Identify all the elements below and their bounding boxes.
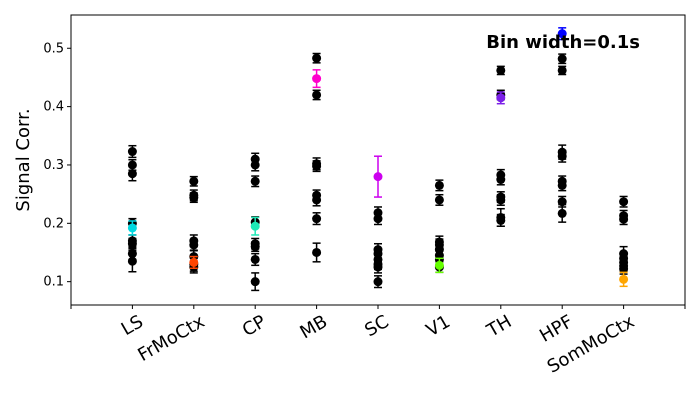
data-point xyxy=(189,175,199,187)
data-point xyxy=(250,272,260,292)
data-point xyxy=(557,27,567,41)
data-point xyxy=(250,175,260,188)
data-point xyxy=(557,65,567,76)
point-marker xyxy=(250,160,260,170)
data-point xyxy=(312,52,322,64)
data-point xyxy=(312,193,322,207)
point-marker xyxy=(373,172,383,182)
data-point xyxy=(127,249,137,273)
point-marker xyxy=(434,180,444,190)
point-marker xyxy=(434,260,444,270)
data-point xyxy=(619,195,629,208)
data-point xyxy=(250,216,260,236)
y-tick-label: 0.5 xyxy=(43,41,64,56)
data-point xyxy=(619,213,629,226)
y-tick-label: 0.2 xyxy=(43,216,64,231)
point-marker xyxy=(619,214,629,224)
data-point xyxy=(189,255,199,269)
data-point xyxy=(434,257,444,274)
point-marker xyxy=(189,240,199,250)
data-point xyxy=(496,65,506,76)
bin-width-annotation: Bin width=0.1s xyxy=(486,32,640,53)
data-point xyxy=(127,165,137,182)
point-marker xyxy=(189,176,199,186)
point-marker xyxy=(127,147,137,157)
data-point xyxy=(373,155,383,198)
point-marker xyxy=(312,161,322,171)
y-tick-label: 0.3 xyxy=(43,158,64,173)
data-point xyxy=(189,192,199,204)
y-tick-label: 0.4 xyxy=(43,100,64,115)
data-point xyxy=(312,242,322,263)
data-point xyxy=(619,271,629,288)
point-marker xyxy=(496,175,506,185)
point-marker xyxy=(312,90,322,100)
point-marker xyxy=(557,29,567,39)
point-marker xyxy=(373,214,383,224)
data-point xyxy=(312,89,322,101)
data-point xyxy=(250,241,260,253)
data-point xyxy=(434,179,444,192)
point-marker xyxy=(619,274,629,284)
point-marker xyxy=(373,262,383,272)
data-point xyxy=(496,91,506,105)
data-point xyxy=(557,53,567,65)
point-marker xyxy=(557,151,567,161)
data-point xyxy=(312,160,322,173)
point-marker xyxy=(373,277,383,287)
point-marker xyxy=(619,264,629,274)
plot-area xyxy=(127,27,629,292)
data-point xyxy=(127,220,137,236)
point-marker xyxy=(312,247,322,257)
point-marker xyxy=(496,93,506,103)
point-marker xyxy=(250,221,260,231)
data-point xyxy=(373,260,383,274)
point-marker xyxy=(434,195,444,205)
point-marker xyxy=(127,169,137,179)
point-marker xyxy=(312,195,322,205)
point-marker xyxy=(557,65,567,75)
point-marker xyxy=(127,239,137,249)
point-marker xyxy=(496,215,506,225)
data-point xyxy=(250,158,260,172)
data-point xyxy=(496,173,506,186)
point-marker xyxy=(250,176,260,186)
point-marker xyxy=(250,242,260,252)
data-point xyxy=(557,149,567,163)
data-point xyxy=(127,144,137,159)
point-marker xyxy=(189,257,199,267)
data-point xyxy=(557,203,567,223)
data-point xyxy=(312,69,322,89)
data-point xyxy=(496,193,506,206)
data-point xyxy=(496,213,506,227)
y-axis-label: Signal Corr. xyxy=(13,108,34,211)
point-marker xyxy=(312,214,322,224)
data-point xyxy=(373,275,383,289)
data-point xyxy=(434,193,444,206)
point-marker xyxy=(557,54,567,64)
point-marker xyxy=(496,195,506,205)
point-marker xyxy=(189,193,199,203)
point-marker xyxy=(250,254,260,264)
point-marker xyxy=(312,53,322,63)
point-marker xyxy=(557,208,567,218)
point-marker xyxy=(127,256,137,266)
point-marker xyxy=(127,223,137,233)
y-tick-label: 0.1 xyxy=(43,275,64,290)
data-point xyxy=(312,212,322,226)
data-point xyxy=(557,179,567,192)
data-point xyxy=(250,252,260,267)
point-marker xyxy=(496,65,506,75)
data-point xyxy=(373,212,383,226)
y-axis: 0.1 0.2 0.3 0.4 0.5 xyxy=(43,41,71,290)
point-marker xyxy=(250,277,260,287)
point-marker xyxy=(619,197,629,207)
point-marker xyxy=(312,74,322,84)
point-marker xyxy=(557,180,567,190)
